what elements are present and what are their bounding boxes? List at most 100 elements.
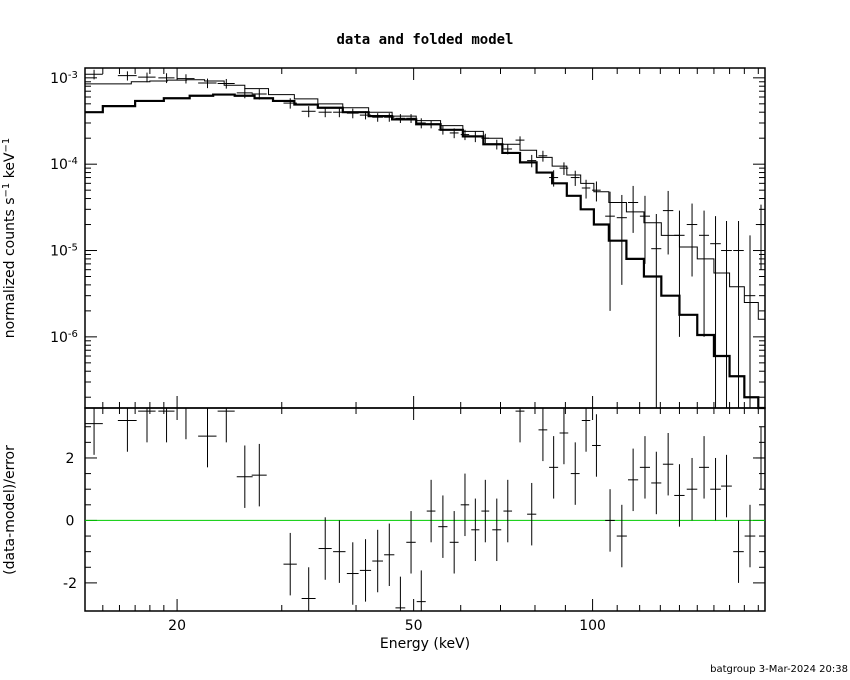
residual-point <box>733 520 744 583</box>
residual-point <box>710 457 721 521</box>
model-line-thin <box>85 79 765 320</box>
residual-point <box>318 517 332 580</box>
residual-point <box>549 436 559 499</box>
data-point <box>346 108 359 119</box>
data-point <box>686 203 698 277</box>
residual-point <box>117 408 137 452</box>
residual-point <box>662 432 674 496</box>
y-tick-label: 10-6 <box>50 328 78 346</box>
residual-point <box>592 414 601 477</box>
x-tick-label: 50 <box>405 618 423 634</box>
residual-point <box>384 523 395 587</box>
data-point <box>318 107 332 118</box>
data-point <box>384 113 395 122</box>
residual-point <box>570 442 580 505</box>
residual-point <box>755 426 765 490</box>
residual-point <box>217 408 235 443</box>
residual-point <box>627 448 639 512</box>
residual-point <box>158 408 175 443</box>
residual-point <box>283 532 297 596</box>
residual-point <box>359 539 372 602</box>
data-point <box>117 71 137 81</box>
residual-point <box>85 408 103 455</box>
data-point <box>616 194 627 285</box>
residual-point <box>301 567 316 611</box>
bottom-data <box>85 407 765 611</box>
residual-point <box>503 479 513 543</box>
data-point <box>744 235 756 408</box>
residual-point <box>372 529 383 593</box>
data-point <box>538 150 548 162</box>
data-point <box>333 107 346 118</box>
residual-point <box>744 504 756 568</box>
data-point <box>177 74 195 84</box>
data-point <box>581 179 591 199</box>
residual-point <box>346 542 359 605</box>
y-tick-label: 10-4 <box>50 156 78 174</box>
residual-point <box>686 457 698 521</box>
data-point <box>471 131 480 143</box>
y-tick-label: -2 <box>63 576 77 592</box>
data-point <box>438 125 448 135</box>
data-point <box>283 98 297 109</box>
residual-point <box>651 451 662 515</box>
residual-point <box>674 464 685 527</box>
data-point <box>559 162 569 175</box>
top-ticks: 10-3 10-4 10-5 10-6 <box>50 69 765 398</box>
top-panel: 10-3 10-4 10-5 10-6 normalized counts s−1 k… <box>1 67 766 410</box>
residual-point <box>721 454 732 518</box>
data-point <box>416 118 426 129</box>
data-point <box>251 89 267 100</box>
x-tick-label: 100 <box>579 618 606 634</box>
residual-point <box>581 408 591 452</box>
data-point <box>627 185 639 233</box>
data-point <box>674 210 685 337</box>
data-point <box>503 144 513 155</box>
data-point <box>236 88 253 99</box>
bottom-ticks: 2 0 -2 <box>63 426 765 592</box>
residual-point <box>416 570 426 611</box>
data-point <box>198 78 217 89</box>
residual-point <box>460 473 470 537</box>
y-tick-label: 0 <box>66 513 75 529</box>
residual-point <box>481 479 490 543</box>
residual-point <box>333 520 346 583</box>
data-point <box>721 220 732 408</box>
residual-point <box>538 408 548 462</box>
data-point <box>710 216 721 408</box>
x-tick-label: 20 <box>168 618 186 634</box>
residual-point <box>527 482 537 546</box>
data-point <box>527 154 537 168</box>
bottom-ylabel: (data-model)/error <box>2 445 18 575</box>
data-point <box>755 204 765 270</box>
residual-point <box>198 408 217 468</box>
data-point <box>426 120 436 129</box>
top-plot-frame <box>84 67 766 409</box>
residual-point <box>426 479 436 543</box>
residual-point <box>449 511 459 574</box>
data-point <box>515 136 525 145</box>
data-point <box>217 78 235 89</box>
residual-point <box>251 443 267 507</box>
top-model <box>85 79 765 410</box>
residual-point <box>515 408 525 443</box>
residual-point <box>177 407 195 440</box>
residual-point <box>639 436 650 499</box>
bottom-plot-frame <box>84 407 766 612</box>
data-point <box>395 114 406 123</box>
data-point <box>372 113 383 122</box>
data-point <box>481 133 490 144</box>
residual-point <box>616 504 627 568</box>
data-point <box>698 210 710 337</box>
data-point <box>449 128 459 139</box>
residual-point <box>471 498 480 562</box>
residual-point <box>138 408 156 443</box>
data-point <box>138 72 156 83</box>
x-axis-label: Energy (keV) <box>380 636 470 652</box>
data-point <box>85 69 103 80</box>
data-point <box>158 73 175 84</box>
y-tick-label: 10-5 <box>50 242 78 259</box>
data-point <box>662 190 674 255</box>
data-point <box>549 170 559 187</box>
residual-point <box>438 495 448 558</box>
